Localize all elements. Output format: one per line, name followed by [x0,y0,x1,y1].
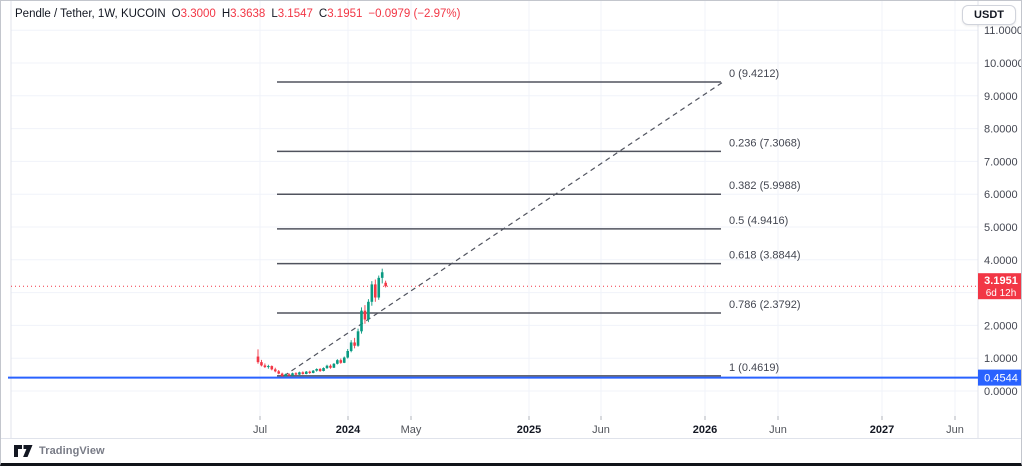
candle [367,299,370,323]
candle [308,370,312,374]
candle [318,368,322,372]
candle [349,340,353,353]
candle [287,373,291,377]
fib-label: 0.786 (2.3792) [729,299,801,311]
candle [339,358,343,364]
exchange-label: KUCOIN [120,8,166,20]
candle [363,305,367,324]
candle [346,349,349,359]
candle [353,337,356,349]
candle [329,364,332,369]
candle [356,328,360,347]
time-tick-label: 2024 [336,424,361,436]
fib-label: 0.618 (3.8844) [729,250,801,262]
candle [360,307,363,334]
candle [277,370,280,375]
candle [270,365,274,371]
candle [284,373,287,377]
symbol-legend: Pendle / Tether, 1W, KUCOIN O 3.3000 H 3.3… [15,8,460,20]
footer-bar: TradingView [1,438,1021,463]
time-tick-label: 2026 [693,424,717,436]
candle [311,370,315,374]
candle [260,359,263,367]
candle [273,367,277,373]
price-tick-label: 7.0000 [984,156,1018,168]
time-tick-label: Jun [946,424,964,436]
interval-label[interactable]: 1W, [97,8,118,20]
candle [263,363,267,369]
candle [294,372,298,376]
svg-text:3.1951: 3.1951 [984,275,1018,287]
high-value: 3.3638 [230,8,266,20]
time-tick-label: May [401,424,422,436]
time-tick-label: Jun [769,424,787,436]
price-tick-label: 0.0000 [984,386,1018,398]
candle [384,280,387,288]
candle [322,367,325,372]
low-letter: L [271,8,278,20]
price-tick-label: 5.0000 [984,222,1018,234]
low-value: 3.1547 [277,8,313,20]
price-tick-label: 11.0000 [984,25,1022,37]
tradingview-logo-icon[interactable] [14,445,33,457]
fib-label: 0.382 (5.9988) [729,180,801,192]
time-tick-label: Jul [253,424,267,436]
candle [342,356,346,364]
price-tick-label: 8.0000 [984,124,1018,136]
open-letter: O [171,8,181,20]
fib-label: 0.5 (4.9416) [729,215,788,227]
candle [267,364,270,369]
candle [291,372,294,376]
chart-canvas[interactable]: 0 (9.4212) 0.236 (7.3068) 0.382 (5.9988) 0.… [1,1,1022,442]
svg-text:0.4544: 0.4544 [984,373,1018,385]
price-tick-label: 1.0000 [984,353,1018,365]
change-value: −0.0979 (−2.97%) [368,8,461,20]
high-letter: H [221,8,231,20]
price-tick-label: 10.0000 [984,58,1022,70]
horizontal-line-label: 0.4544 [978,369,1021,386]
candle [374,279,377,302]
fib-label: 0.236 (7.3068) [729,137,801,149]
symbol-name[interactable]: Pendle / Tether, [15,8,95,20]
candle [380,268,384,284]
candle [280,372,284,377]
candle [370,281,374,306]
close-value: 3.1951 [327,8,363,20]
candle [305,370,308,375]
candle [336,359,339,365]
time-tick-label: Jun [592,424,610,436]
price-tick-label: 9.0000 [984,91,1018,103]
candle [298,371,301,375]
currency-toggle-button[interactable]: USDT [962,5,1016,25]
time-tick-label: 2027 [870,424,894,436]
open-value: 3.3000 [180,8,216,20]
close-letter: C [318,8,328,20]
candle [377,275,381,300]
price-tick-label: 4.0000 [984,255,1018,267]
countdown-label: 6d 12h [986,288,1017,299]
brand-name[interactable]: TradingView [39,445,105,457]
candle [256,349,260,364]
candle [325,364,329,370]
candle [301,371,305,375]
candle [315,368,318,372]
time-tick-label: 2025 [517,424,541,436]
fib-label: 1 (0.4619) [729,362,779,374]
price-tick-label: 2.0000 [984,320,1018,332]
price-tick-label: 6.0000 [984,189,1018,201]
candle [332,363,336,369]
fib-label: 0 (9.4212) [729,68,779,80]
